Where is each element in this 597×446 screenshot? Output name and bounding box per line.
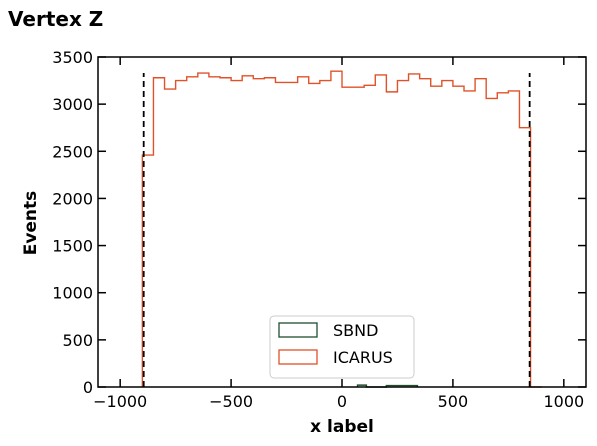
y-tick-label: 0 xyxy=(83,378,93,397)
legend-box xyxy=(269,315,415,379)
y-tick-label: 3500 xyxy=(52,48,93,67)
x-tick-label: −1000 xyxy=(93,392,147,411)
series-icarus-step xyxy=(141,70,542,388)
legend: SBND ICARUS xyxy=(269,315,415,379)
y-axis-label: Events xyxy=(21,191,41,256)
x-tick-label: 500 xyxy=(438,392,469,411)
legend-swatch-sbnd xyxy=(278,322,318,338)
legend-label-icarus: ICARUS xyxy=(333,348,393,367)
x-axis-label: x label xyxy=(310,417,374,437)
y-axis: 0 500 1000 1500 2000 2500 3000 3500 xyxy=(52,48,586,397)
legend-swatch-icarus xyxy=(278,349,318,365)
legend-label-sbnd: SBND xyxy=(333,321,378,340)
y-tick-label: 500 xyxy=(62,331,93,350)
y-tick-label: 1500 xyxy=(52,237,93,256)
x-tick-label: 0 xyxy=(337,392,347,411)
y-tick-label: 2500 xyxy=(52,142,93,161)
y-tick-label: 1000 xyxy=(52,284,93,303)
x-tick-label: 1000 xyxy=(543,392,584,411)
y-tick-label: 2000 xyxy=(52,189,93,208)
chart-title: Vertex Z xyxy=(8,7,103,31)
y-tick-label: 3000 xyxy=(52,95,93,114)
x-axis: −1000 −500 0 500 1000 xyxy=(93,57,584,411)
x-tick-label: −500 xyxy=(209,392,253,411)
